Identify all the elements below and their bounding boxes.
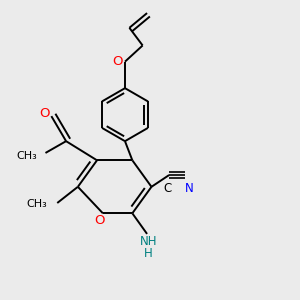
Text: CH₃: CH₃ [16,151,37,161]
Text: CH₃: CH₃ [26,200,47,209]
Text: O: O [39,107,49,120]
Text: NH: NH [140,236,157,248]
Text: O: O [95,214,105,227]
Text: C: C [164,182,172,195]
Text: O: O [112,55,123,68]
Text: H: H [144,247,153,260]
Text: N: N [185,182,194,195]
